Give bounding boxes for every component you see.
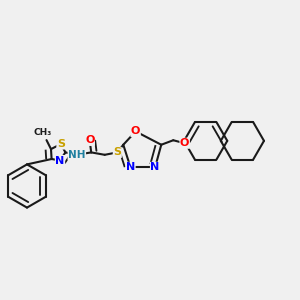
Text: CH₃: CH₃	[34, 128, 52, 137]
Text: S: S	[113, 147, 121, 158]
Text: O: O	[85, 135, 94, 146]
Text: S: S	[57, 139, 65, 149]
Text: NH: NH	[68, 150, 86, 160]
Text: N: N	[151, 162, 160, 172]
Text: O: O	[180, 138, 189, 148]
Text: N: N	[126, 162, 135, 172]
Text: N: N	[56, 155, 64, 166]
Text: O: O	[131, 126, 140, 136]
